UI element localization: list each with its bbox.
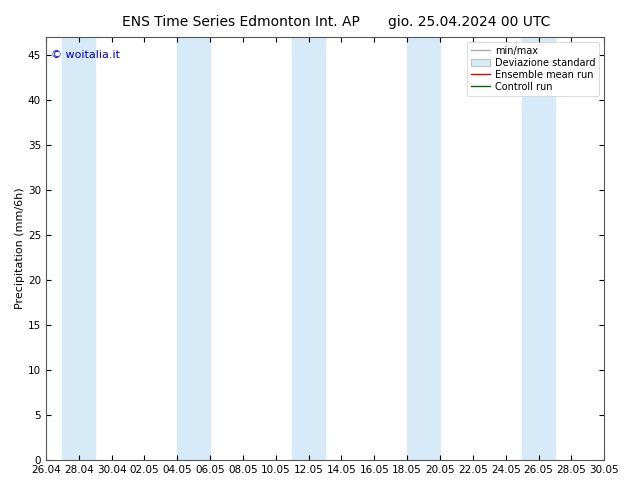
Bar bbox=[292, 37, 325, 460]
Bar bbox=[62, 37, 95, 460]
Bar bbox=[407, 37, 440, 460]
Bar bbox=[522, 37, 555, 460]
Text: © woitalia.it: © woitalia.it bbox=[51, 50, 120, 60]
Legend: min/max, Deviazione standard, Ensemble mean run, Controll run: min/max, Deviazione standard, Ensemble m… bbox=[467, 42, 599, 96]
Text: ENS Time Series Edmonton Int. AP: ENS Time Series Edmonton Int. AP bbox=[122, 15, 360, 29]
Y-axis label: Precipitation (mm/6h): Precipitation (mm/6h) bbox=[15, 188, 25, 309]
Bar bbox=[178, 37, 210, 460]
Text: gio. 25.04.2024 00 UTC: gio. 25.04.2024 00 UTC bbox=[388, 15, 550, 29]
